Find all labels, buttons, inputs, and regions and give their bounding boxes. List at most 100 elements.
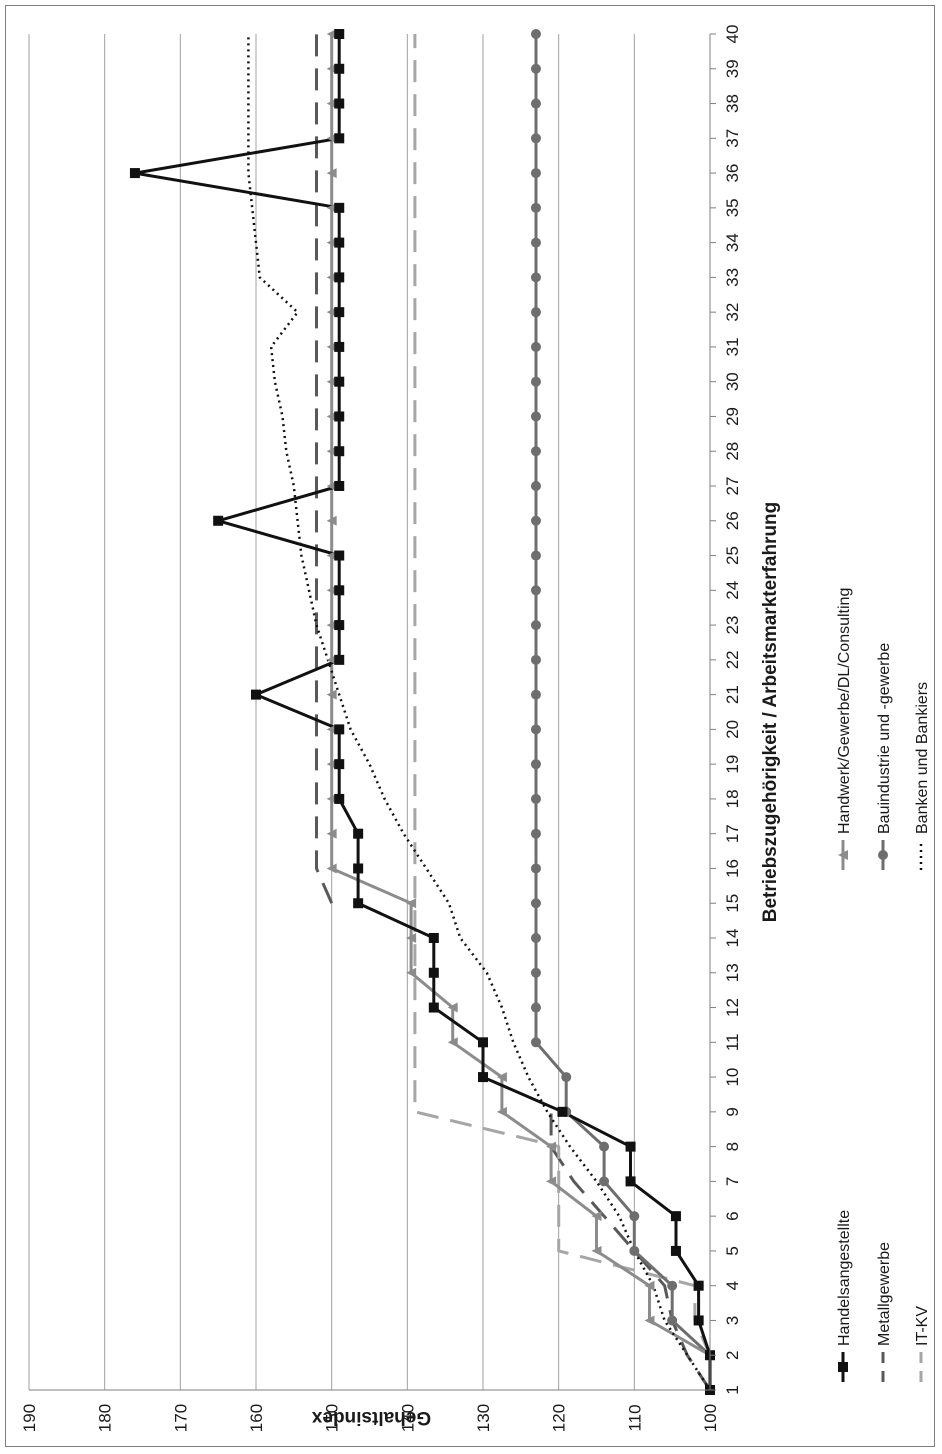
- series-point-bauindustrie-und-gewerbe-28: [530, 446, 541, 457]
- series-line-bauindustrie-und-gewerbe: [534, 34, 712, 1390]
- value-tick-label-130: 130: [474, 1404, 493, 1432]
- category-tick-label-40: 40: [723, 25, 742, 44]
- series-point-bauindustrie-und-gewerbe-27: [530, 481, 541, 491]
- y-axis-title: Gehaltsindex: [311, 1407, 431, 1428]
- category-tick-label-38: 38: [723, 94, 742, 113]
- category-tick-label-13: 13: [723, 963, 742, 982]
- legend-label-metallgewerbe: Metallgewerbe: [876, 1242, 893, 1346]
- legend-label-bauindustrie-und-gewerbe: Bauindustrie und -gewerbe: [876, 643, 893, 834]
- series-point-handelsangestellte-25: [334, 550, 345, 561]
- series-point-handwerk-gewerbe-dl-consulting-23: [326, 620, 337, 631]
- series-point-handelsangestellte-13: [428, 967, 439, 978]
- series-line-handwerk-gewerbe-dl-consulting: [330, 34, 712, 1390]
- series-point-handwerk-gewerbe-dl-consulting-3: [644, 1315, 655, 1326]
- series-point-handwerk-gewerbe-dl-consulting-35: [326, 202, 337, 213]
- category-tick-label-1: 1: [723, 1385, 742, 1394]
- series-point-bauindustrie-und-gewerbe-18: [530, 793, 541, 804]
- series-line-it-kv: [413, 34, 712, 1390]
- category-tick-label-15: 15: [723, 894, 742, 913]
- category-tick-label-11: 11: [723, 1033, 742, 1051]
- category-tick-label-16: 16: [723, 859, 742, 878]
- series-point-bauindustrie-und-gewerbe-8: [599, 1141, 610, 1152]
- category-tick-label-3: 3: [723, 1316, 742, 1325]
- category-tick-label-27: 27: [723, 477, 742, 496]
- category-tick-label-25: 25: [723, 546, 742, 565]
- series-point-handwerk-gewerbe-dl-consulting-10: [496, 1072, 507, 1083]
- category-tick-label-31: 31: [723, 337, 742, 356]
- series-point-handwerk-gewerbe-dl-consulting-27: [326, 481, 337, 491]
- series-point-handwerk-gewerbe-dl-consulting-25: [326, 550, 337, 561]
- legend-label-handwerk-gewerbe-dl-consulting: Handwerk/Gewerbe/DL/Consulting: [836, 588, 853, 834]
- category-tick-label-8: 8: [723, 1142, 742, 1151]
- category-tick-label-37: 37: [723, 129, 742, 148]
- series-point-handwerk-gewerbe-dl-consulting-14: [406, 933, 417, 943]
- x-axis-title: Betriebszugehörigkeit / Arbeitsmarkterfa…: [760, 502, 781, 923]
- series-point-handwerk-gewerbe-dl-consulting-18: [326, 793, 337, 804]
- series-point-handelsangestellte-26: [213, 515, 224, 526]
- series-point-handwerk-gewerbe-dl-consulting-20: [326, 724, 337, 735]
- series-point-handelsangestellte-19: [334, 759, 345, 770]
- series-point-handwerk-gewerbe-dl-consulting-5: [591, 1245, 602, 1256]
- series-point-handelsangestellte-35: [334, 202, 345, 213]
- value-tick-label-190: 190: [20, 1404, 39, 1432]
- series-point-handwerk-gewerbe-dl-consulting-7: [546, 1176, 557, 1187]
- series-point-bauindustrie-und-gewerbe-30: [530, 376, 541, 387]
- value-tick-label-140: 140: [398, 1404, 417, 1432]
- chart-frame: [5, 5, 935, 1447]
- series-point-bauindustrie-und-gewerbe-26: [530, 515, 541, 526]
- series-point-handwerk-gewerbe-dl-consulting-38: [326, 98, 337, 109]
- series-point-bauindustrie-und-gewerbe-40: [530, 29, 541, 39]
- series-point-bauindustrie-und-gewerbe-21: [530, 689, 541, 700]
- series-point-handelsangestellte-5: [670, 1245, 681, 1256]
- series-point-handelsangestellte-6: [670, 1211, 681, 1222]
- series-point-handwerk-gewerbe-dl-consulting-17: [326, 828, 337, 839]
- category-tick-label-28: 28: [723, 442, 742, 461]
- category-tick-label-6: 6: [723, 1211, 742, 1220]
- series-point-handwerk-gewerbe-dl-consulting-9: [496, 1106, 507, 1117]
- series-point-handelsangestellte-30: [334, 376, 345, 387]
- legend-label-handelsangestellte: Handelsangestellte: [836, 1210, 853, 1346]
- category-tick-label-2: 2: [723, 1350, 742, 1359]
- category-tick-label-22: 22: [723, 650, 742, 669]
- series-point-bauindustrie-und-gewerbe-17: [530, 828, 541, 839]
- series-point-handwerk-gewerbe-dl-consulting-15: [406, 898, 417, 909]
- legend-marker-bauindustrie-und-gewerbe: [878, 850, 888, 860]
- category-tick-label-7: 7: [723, 1177, 742, 1186]
- series-point-handelsangestellte-15: [353, 898, 364, 909]
- series-point-handwerk-gewerbe-dl-consulting-13: [406, 967, 417, 978]
- series-point-handelsangestellte-37: [334, 133, 345, 144]
- series-point-bauindustrie-und-gewerbe-25: [530, 550, 541, 561]
- series-point-handelsangestellte-3: [693, 1315, 704, 1326]
- series-point-bauindustrie-und-gewerbe-23: [530, 620, 541, 631]
- series-point-bauindustrie-und-gewerbe-12: [530, 1002, 541, 1013]
- category-tick-label-33: 33: [723, 268, 742, 287]
- series-point-bauindustrie-und-gewerbe-15: [530, 898, 541, 909]
- category-tick-label-32: 32: [723, 303, 742, 322]
- series-point-handwerk-gewerbe-dl-consulting-29: [326, 411, 337, 422]
- series-point-handelsangestellte-38: [334, 98, 345, 109]
- series-point-handelsangestellte-17: [353, 828, 364, 839]
- series-point-bauindustrie-und-gewerbe-36: [530, 168, 541, 179]
- series-point-handwerk-gewerbe-dl-consulting-24: [326, 585, 337, 596]
- series-point-handelsangestellte-10: [478, 1072, 488, 1083]
- series-point-handelsangestellte-39: [334, 63, 345, 74]
- category-tick-label-36: 36: [723, 164, 742, 183]
- value-tick-label-150: 150: [323, 1404, 342, 1432]
- category-tick-label-39: 39: [723, 59, 742, 78]
- category-tick-label-12: 12: [723, 998, 742, 1017]
- series-point-handwerk-gewerbe-dl-consulting-28: [326, 446, 337, 457]
- series-point-handelsangestellte-20: [334, 724, 345, 735]
- series-point-handelsangestellte-21: [251, 689, 261, 700]
- category-tick-label-21: 21: [723, 685, 742, 704]
- series-point-handelsangestellte-31: [334, 341, 345, 352]
- series-point-handwerk-gewerbe-dl-consulting-37: [326, 133, 337, 144]
- series-point-handwerk-gewerbe-dl-consulting-8: [546, 1141, 557, 1152]
- series-point-handwerk-gewerbe-dl-consulting-16: [326, 863, 337, 874]
- series-point-bauindustrie-und-gewerbe-37: [530, 133, 541, 144]
- series-point-handwerk-gewerbe-dl-consulting-11: [447, 1037, 458, 1048]
- category-tick-label-9: 9: [723, 1107, 742, 1116]
- series-point-handwerk-gewerbe-dl-consulting-33: [326, 272, 337, 283]
- series-point-handelsangestellte-11: [478, 1037, 488, 1048]
- series-point-handwerk-gewerbe-dl-consulting-6: [591, 1211, 602, 1222]
- series-point-bauindustrie-und-gewerbe-5: [629, 1245, 640, 1256]
